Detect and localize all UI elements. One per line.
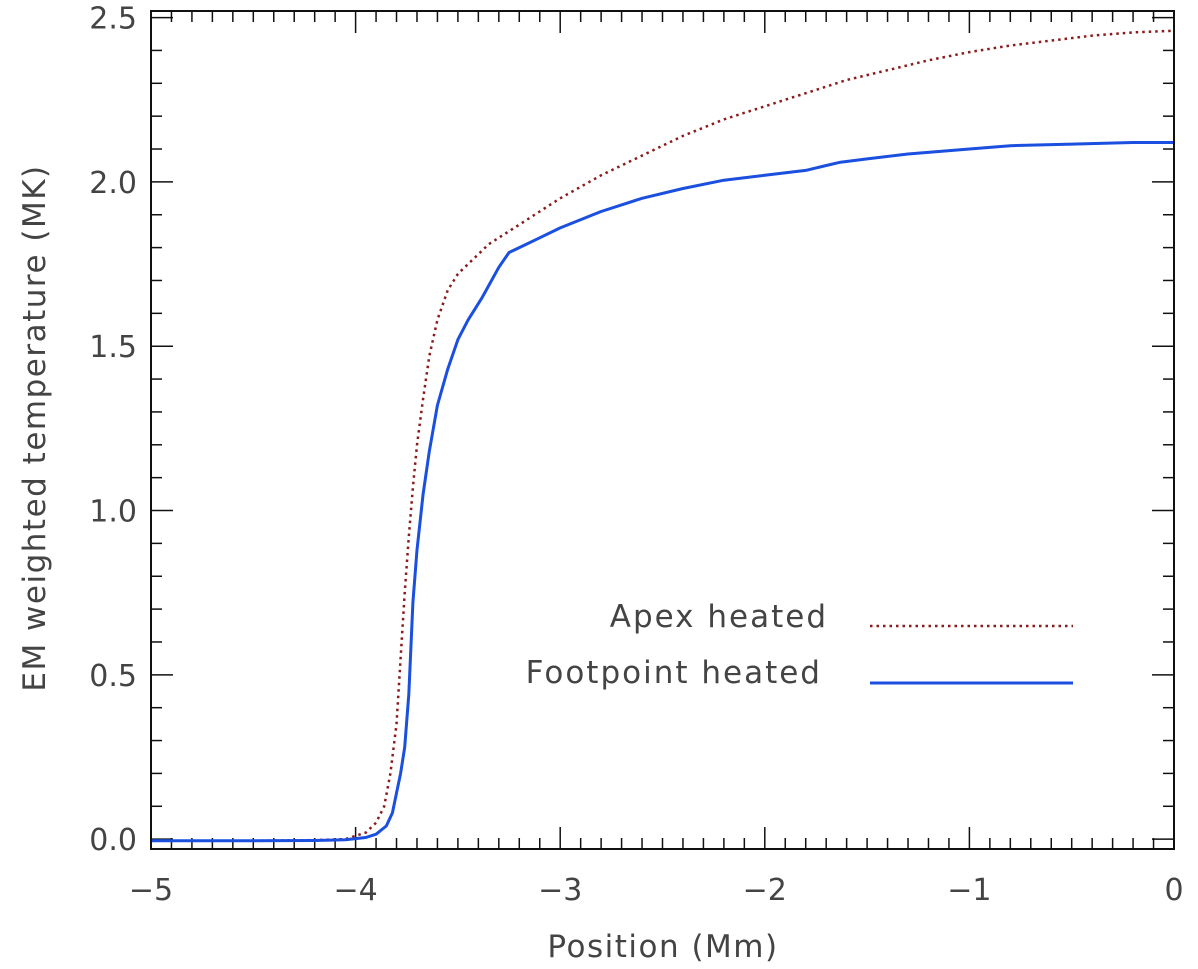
y-axis-label: EM weighted temperature (MK) [17,164,53,691]
series-line-footpoint [151,141,1174,843]
y-tick-label: 1.0 [89,495,137,530]
x-tick-label: −2 [743,873,787,908]
series-lines [151,29,1175,843]
y-tick-label: 2.5 [89,2,137,37]
legend: Apex heated Footpoint heated [526,599,1073,691]
legend-label-footpoint: Footpoint heated [526,655,822,691]
x-tick-label: −5 [129,873,173,908]
x-tick-label: −1 [947,873,991,908]
series-line-apex [151,29,1175,843]
x-tick-label: −3 [538,873,582,908]
tick-labels: −5 −4 −3 −2 −1 0 0.0 0.5 1.0 1.5 2.0 2.5 [89,2,1183,908]
y-tick-label: 2.0 [89,166,137,201]
y-tick-label: 0.5 [89,659,137,694]
y-tick-label: 1.5 [89,330,137,365]
plot-frame [150,10,1175,850]
x-tick-label: 0 [1164,873,1183,908]
legend-label-apex: Apex heated [610,599,828,635]
axis-ticks [150,11,1175,849]
y-tick-label: 0.0 [89,823,137,858]
x-tick-label: −4 [333,873,377,908]
x-axis-label: Position (Mm) [547,929,778,965]
